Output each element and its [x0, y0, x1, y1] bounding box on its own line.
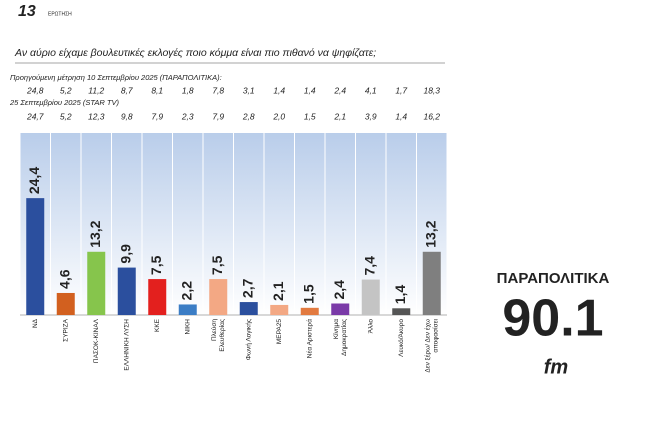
row-value: 24,8: [26, 85, 44, 95]
bar: [361, 279, 380, 315]
bar: [26, 198, 45, 315]
value-label: 7,5: [209, 255, 225, 275]
column-background: [234, 133, 264, 315]
x-tick-label: ΝΔ: [32, 318, 39, 328]
x-tick-label: Φωνή Λογικής: [245, 319, 252, 360]
x-tick-label: ΕΛΛΗΝΙΚΗ ΛΥΣΗ: [123, 319, 130, 371]
value-label: 13,2: [87, 220, 103, 247]
row-value: 2,4: [333, 85, 346, 95]
column-background: [264, 133, 294, 315]
value-label: 2,7: [239, 278, 255, 298]
x-tick-label: Ελευθερίας: [218, 319, 226, 352]
x-tick-label: αποφασίσει: [431, 318, 439, 352]
row-value: 18,3: [423, 85, 440, 95]
row-value: 1,5: [304, 111, 316, 121]
row-value: 1,7: [395, 85, 407, 95]
bar: [148, 279, 167, 315]
x-tick-label: Δεν ξέρω/ Δεν έχω: [423, 319, 431, 373]
bar: [270, 304, 289, 315]
row-value: 1,8: [182, 85, 194, 95]
x-tick-label: ΝΙΚΗ: [184, 319, 191, 335]
row-value: 2,1: [333, 111, 346, 121]
value-label: 7,5: [148, 255, 164, 275]
value-label: 9,9: [117, 244, 133, 264]
x-tick-label: ΣΥΡΙΖΑ: [62, 318, 69, 341]
question-number: 13: [18, 3, 36, 20]
value-label: 13,2: [422, 220, 438, 247]
row-value: 16,2: [423, 111, 440, 121]
logo-name: ΠΑΡΑΠΟΛΙΤΙΚΑ: [497, 270, 610, 287]
row-value: 5,2: [60, 85, 72, 95]
bar: [239, 302, 258, 315]
row-value: 3,1: [243, 85, 255, 95]
x-tick-label: Άλλο: [367, 319, 374, 334]
value-label: 7,4: [361, 256, 377, 276]
chart-title: Αν αύριο είχαμε βουλευτικές εκλογές ποιο…: [14, 47, 376, 59]
row-value: 7,8: [212, 85, 224, 95]
question-label: ΕΡΩΤΗΣΗ: [48, 11, 72, 17]
bar: [87, 251, 106, 315]
x-tick-label: ΚΚΕ: [154, 318, 161, 332]
row-value: 1,4: [304, 85, 316, 95]
row-value: 2,3: [181, 111, 194, 121]
x-tick-label: ΜΕΡΑ25: [276, 319, 283, 345]
x-tick-label: ΠΑΣΟΚ-ΚΙΝΑΛ: [93, 318, 100, 363]
x-tick-label: Λευκό/Άκυρο: [397, 319, 405, 357]
value-label: 2,4: [331, 280, 347, 300]
bar: [300, 307, 319, 315]
bar: [56, 292, 75, 315]
bar: [209, 279, 228, 315]
x-tick-label: Πλεύση: [210, 319, 218, 341]
column-background: [325, 133, 355, 315]
row-value: 8,1: [151, 85, 163, 95]
row-value: 24,7: [26, 111, 44, 121]
x-tick-label: Δημοκρατίας: [340, 319, 348, 356]
column-background: [173, 133, 203, 315]
row-value: 1,4: [273, 85, 285, 95]
row-value: 11,2: [88, 85, 104, 95]
bar: [117, 267, 136, 315]
row-label: 25 Σεπτεμβρίου 2025 (STAR TV): [9, 98, 119, 107]
value-label: 2,2: [178, 281, 194, 301]
value-label: 24,4: [26, 167, 42, 194]
bar: [331, 303, 350, 315]
row-value: 9,8: [121, 111, 133, 121]
row-label: Προηγούμενη μέτρηση 10 Σεπτεμβρίου 2025 …: [10, 73, 222, 82]
row-value: 2,0: [272, 111, 285, 121]
value-label: 1,4: [392, 285, 408, 305]
logo-frequency: 90.1: [502, 290, 603, 348]
x-tick-label: Κίνημα: [332, 319, 340, 339]
row-value: 3,9: [365, 111, 377, 121]
row-value: 7,9: [212, 111, 224, 121]
row-value: 5,2: [60, 111, 72, 121]
bar: [178, 304, 197, 315]
row-value: 12,3: [88, 111, 105, 121]
row-value: 1,4: [395, 111, 407, 121]
row-value: 2,8: [242, 111, 255, 121]
value-label: 1,5: [300, 284, 316, 304]
value-label: 2,1: [270, 281, 286, 301]
row-value: 7,9: [151, 111, 163, 121]
column-background: [51, 133, 81, 315]
value-label: 4,6: [56, 269, 72, 289]
column-background: [386, 133, 416, 315]
x-tick-label: Νέα Αριστερά: [305, 319, 313, 358]
bar: [392, 308, 411, 315]
row-value: 8,7: [121, 85, 133, 95]
row-value: 4,1: [365, 85, 377, 95]
logo-band: fm: [544, 356, 568, 378]
column-background: [295, 133, 325, 315]
bar: [422, 251, 441, 315]
